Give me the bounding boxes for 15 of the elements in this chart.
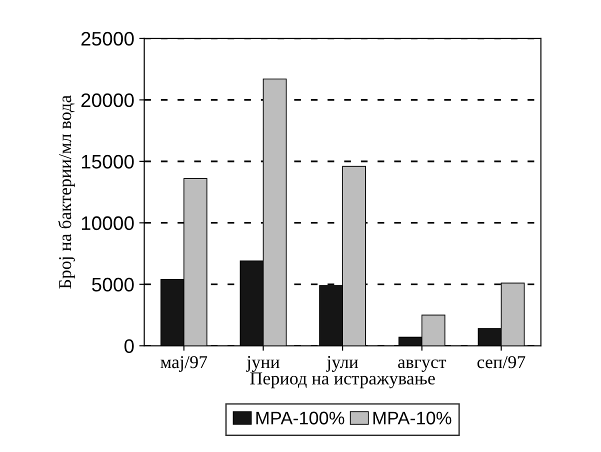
x-tick-label: мај/97 <box>160 356 208 372</box>
y-tick-label: 15000 <box>82 154 134 169</box>
y-axis-title: Број на бактерии/мл вода <box>58 95 75 289</box>
y-tick-label: 25000 <box>81 32 134 46</box>
x-axis-title: Период на истражување <box>250 372 435 388</box>
y-tick-label: 0 <box>124 339 134 354</box>
legend-label: MPA-10% <box>373 412 452 424</box>
legend-label: MPA-100% <box>256 412 344 424</box>
y-tick-label: 10000 <box>82 216 134 230</box>
y-tick-label: 5000 <box>92 278 134 292</box>
x-tick-label: јули <box>326 356 358 372</box>
x-tick-label: сеп/97 <box>477 356 526 368</box>
y-tick-label: 20000 <box>81 93 134 108</box>
x-tick-label: јуни <box>246 356 280 372</box>
x-tick-label: август <box>398 359 446 372</box>
